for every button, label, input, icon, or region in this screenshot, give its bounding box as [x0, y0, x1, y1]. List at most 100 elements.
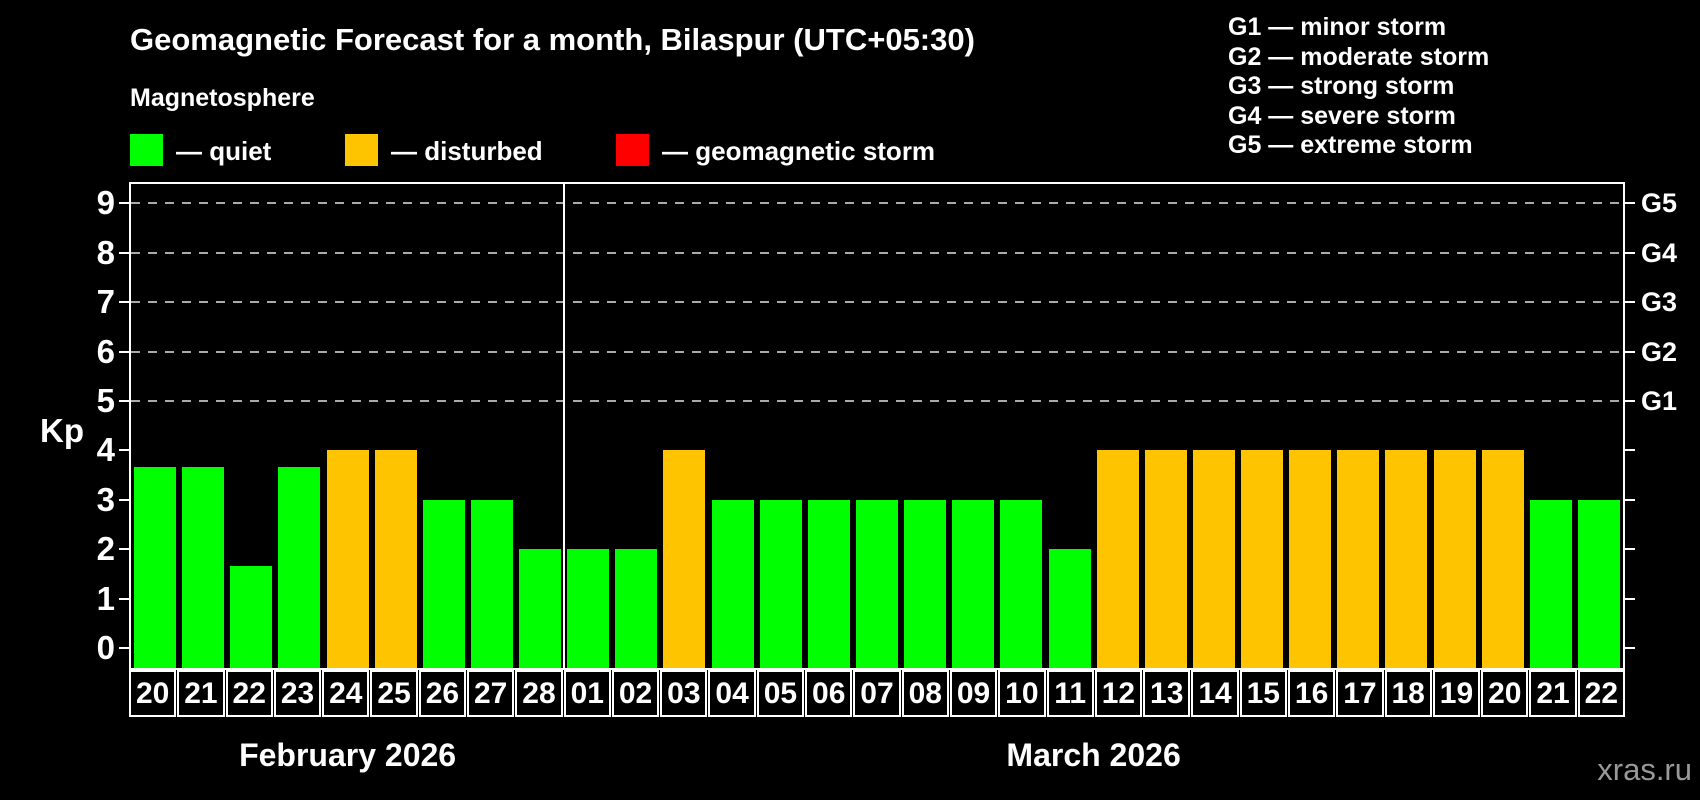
kp-bar	[759, 499, 802, 668]
month-separator	[563, 184, 566, 668]
date-cell: 01	[563, 670, 611, 717]
kp-bar	[567, 549, 610, 668]
kp-bar	[326, 450, 369, 668]
g-axis-label: G3	[1641, 287, 1678, 318]
disturbed-color-swatch	[345, 134, 378, 166]
date-cell: 11	[1046, 670, 1094, 717]
date-cell: 14	[1191, 670, 1239, 717]
kp-bar	[1385, 450, 1428, 668]
kp-bar	[807, 499, 850, 668]
axis-tick	[119, 647, 129, 649]
date-cell: 28	[515, 670, 563, 717]
axis-tick	[119, 498, 129, 501]
kp-bar	[422, 499, 465, 668]
date-cell: 21	[177, 670, 225, 717]
date-axis: 20 21 22 23 24 25 26 27 28 01 02 03 04 05 06 07 08 09 10 11…	[129, 670, 1625, 717]
y-axis-label: 0	[96, 629, 115, 666]
g-legend-item: G3 — strong storm	[1228, 72, 1455, 101]
axis-tick	[119, 449, 129, 452]
axis-tick	[1625, 449, 1635, 452]
y-axis-label: 7	[96, 283, 115, 321]
date-cell: 24	[322, 670, 370, 717]
gridline	[131, 251, 1623, 254]
kp-bar	[1192, 450, 1235, 668]
kp-bar	[470, 499, 513, 668]
gridline	[131, 301, 1623, 304]
kp-bar	[1337, 450, 1380, 668]
gridline	[131, 400, 1623, 402]
date-cell: 23	[273, 670, 322, 717]
kp-bar	[1096, 450, 1139, 668]
kp-bar	[1529, 499, 1572, 668]
date-cell: 06	[805, 670, 853, 717]
g-legend-item: G4 — severe storm	[1228, 101, 1456, 130]
date-cell: 05	[756, 670, 805, 717]
y-axis-label: 1	[96, 579, 115, 617]
kp-bar	[711, 499, 754, 668]
date-cell: 09	[949, 670, 998, 717]
g-axis-label: G5	[1641, 188, 1678, 219]
axis-tick	[119, 597, 129, 600]
y-axis-label: 8	[96, 233, 115, 271]
kp-bar	[374, 450, 417, 668]
axis-tick	[119, 400, 129, 402]
axis-tick	[1625, 498, 1635, 501]
y-axis-label: 6	[96, 332, 115, 370]
kp-bar	[1241, 450, 1284, 668]
date-cell: 25	[370, 670, 418, 717]
y-axis-label: 3	[96, 480, 115, 518]
date-cell: 27	[467, 670, 515, 717]
date-cell: 02	[611, 670, 660, 717]
date-cell: 16	[1287, 670, 1336, 717]
date-cell: 18	[1384, 670, 1432, 717]
kp-bar	[904, 499, 947, 668]
kp-bar	[856, 499, 898, 668]
kp-bar	[952, 499, 995, 668]
axis-tick	[1625, 301, 1635, 304]
kp-bar	[182, 466, 225, 668]
storm-color-swatch	[616, 134, 649, 166]
kp-bar	[278, 466, 321, 668]
g-axis-label: G1	[1641, 386, 1678, 416]
kp-bar	[1000, 499, 1043, 668]
g-legend-item: G2 — moderate storm	[1228, 42, 1490, 71]
kp-bar	[134, 466, 177, 668]
date-cell: 03	[660, 670, 708, 717]
month-label: February 2026	[239, 737, 457, 773]
disturbed-legend-label: — disturbed	[391, 136, 543, 166]
kp-bar	[1144, 450, 1187, 668]
axis-tick	[1625, 400, 1635, 402]
date-cell: 10	[998, 670, 1046, 717]
date-cell: 13	[1143, 670, 1191, 717]
kp-bar	[519, 549, 562, 668]
date-cell: 08	[901, 670, 949, 717]
g-legend-item: G5 — extreme storm	[1228, 131, 1473, 160]
kp-bar	[1289, 450, 1332, 668]
g-scale-legend: G1 — minor storm G2 — moderate storm G3 — …	[1228, 13, 1489, 161]
date-cell: 15	[1239, 670, 1287, 717]
kp-bar	[1048, 549, 1091, 668]
g-axis-label: G2	[1641, 336, 1678, 367]
magnetosphere-label: Magnetosphere	[130, 84, 315, 112]
date-cell: 22	[225, 670, 273, 717]
y-axis-label: 4	[96, 431, 115, 469]
kp-bar	[663, 450, 706, 668]
axis-tick	[119, 301, 129, 304]
kp-bar	[1577, 499, 1620, 668]
storm-legend-label: — geomagnetic storm	[662, 136, 936, 166]
axis-tick	[1625, 202, 1635, 205]
kp-bar	[615, 549, 658, 668]
month-label: March 2026	[1006, 737, 1181, 773]
axis-tick	[1625, 350, 1635, 353]
y-axis-label: 2	[96, 530, 115, 568]
watermark: xras.ru	[1597, 752, 1692, 787]
axis-tick	[1625, 251, 1635, 254]
date-cell: 22	[1577, 670, 1625, 717]
kp-bar	[230, 565, 273, 668]
gridline	[131, 202, 1623, 205]
plot-area	[129, 182, 1625, 670]
kp-bar	[1433, 450, 1476, 668]
date-cell: 20	[129, 670, 177, 717]
date-cell: 26	[418, 670, 467, 717]
